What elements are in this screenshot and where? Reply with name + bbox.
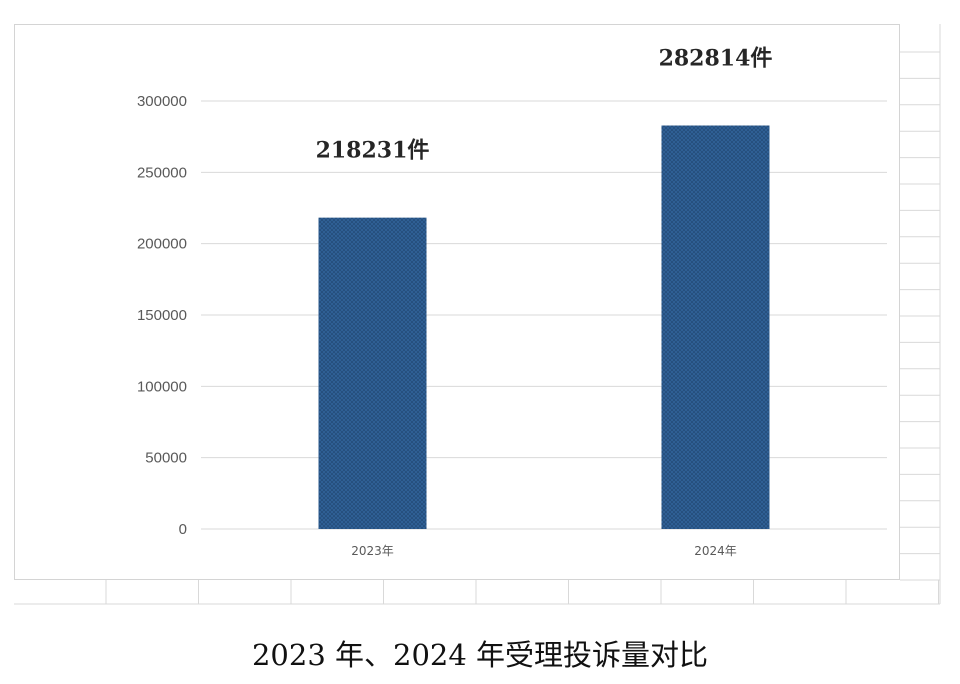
x-category-label: 2024年	[694, 544, 737, 558]
bar-data-label: 218231件	[316, 138, 430, 164]
bar-chart: 0 50000 100000 150000 200000 250000 300000 2023…	[137, 46, 887, 558]
spreadsheet-gridlines	[14, 24, 941, 605]
bar-1[interactable]	[318, 217, 427, 529]
y-tick-label: 250000	[137, 164, 187, 181]
y-tick-label: 0	[179, 521, 187, 538]
y-tick-label: 50000	[145, 450, 187, 467]
x-category-label: 2023年	[351, 544, 394, 558]
y-tick-label: 300000	[137, 93, 187, 110]
figure-caption: 2023 年、2024 年受理投诉量对比	[251, 638, 709, 672]
bar-data-label: 282814件	[659, 46, 773, 72]
y-tick-label: 150000	[137, 307, 187, 324]
y-tick-label: 100000	[137, 378, 187, 395]
y-tick-label: 200000	[137, 236, 187, 253]
chart-area[interactable]: 0 50000 100000 150000 200000 250000 300000 2023…	[14, 24, 900, 580]
bar-2[interactable]	[661, 125, 770, 530]
spreadsheet-background	[14, 24, 941, 605]
